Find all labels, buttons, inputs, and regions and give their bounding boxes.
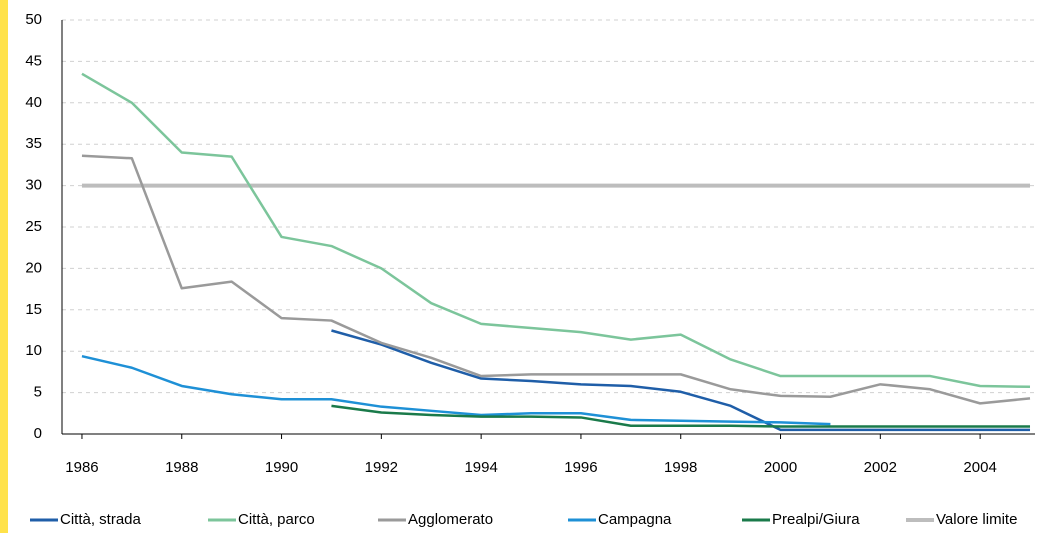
series-line [81,354,831,426]
legend-label: Città, parco [238,511,315,528]
x-tick-label: 2000 [764,459,797,476]
side-strip [0,0,8,533]
y-tick-label: 50 [25,11,42,28]
x-tick-label: 2002 [864,459,897,476]
y-tick-label: 25 [25,218,42,235]
x-tick-label: 2004 [963,459,996,476]
y-tick-label: 30 [25,177,42,194]
y-tick-label: 40 [25,94,42,111]
x-tick-label: 1988 [165,459,198,476]
y-tick-label: 10 [25,342,42,359]
legend-label: Agglomerato [408,511,493,528]
y-tick-label: 20 [25,259,42,276]
series-line [331,404,1031,428]
series-line [81,154,1031,405]
x-tick-label: 1992 [365,459,398,476]
series-line [331,329,1031,432]
y-tick-label: 15 [25,301,42,318]
series-line [81,72,1031,389]
y-tick-label: 0 [34,425,42,442]
legend-label: Campagna [598,511,672,528]
x-tick-label: 1996 [564,459,597,476]
y-tick-label: 35 [25,135,42,152]
x-tick-label: 1994 [464,459,497,476]
y-tick-label: 45 [25,52,42,69]
x-tick-label: 1986 [65,459,98,476]
legend-label: Valore limite [936,511,1017,528]
legend-label: Prealpi/Giura [772,511,860,528]
legend-label: Città, strada [60,511,142,528]
x-tick-label: 1998 [664,459,697,476]
x-tick-label: 1990 [265,459,298,476]
y-tick-label: 5 [34,384,42,401]
